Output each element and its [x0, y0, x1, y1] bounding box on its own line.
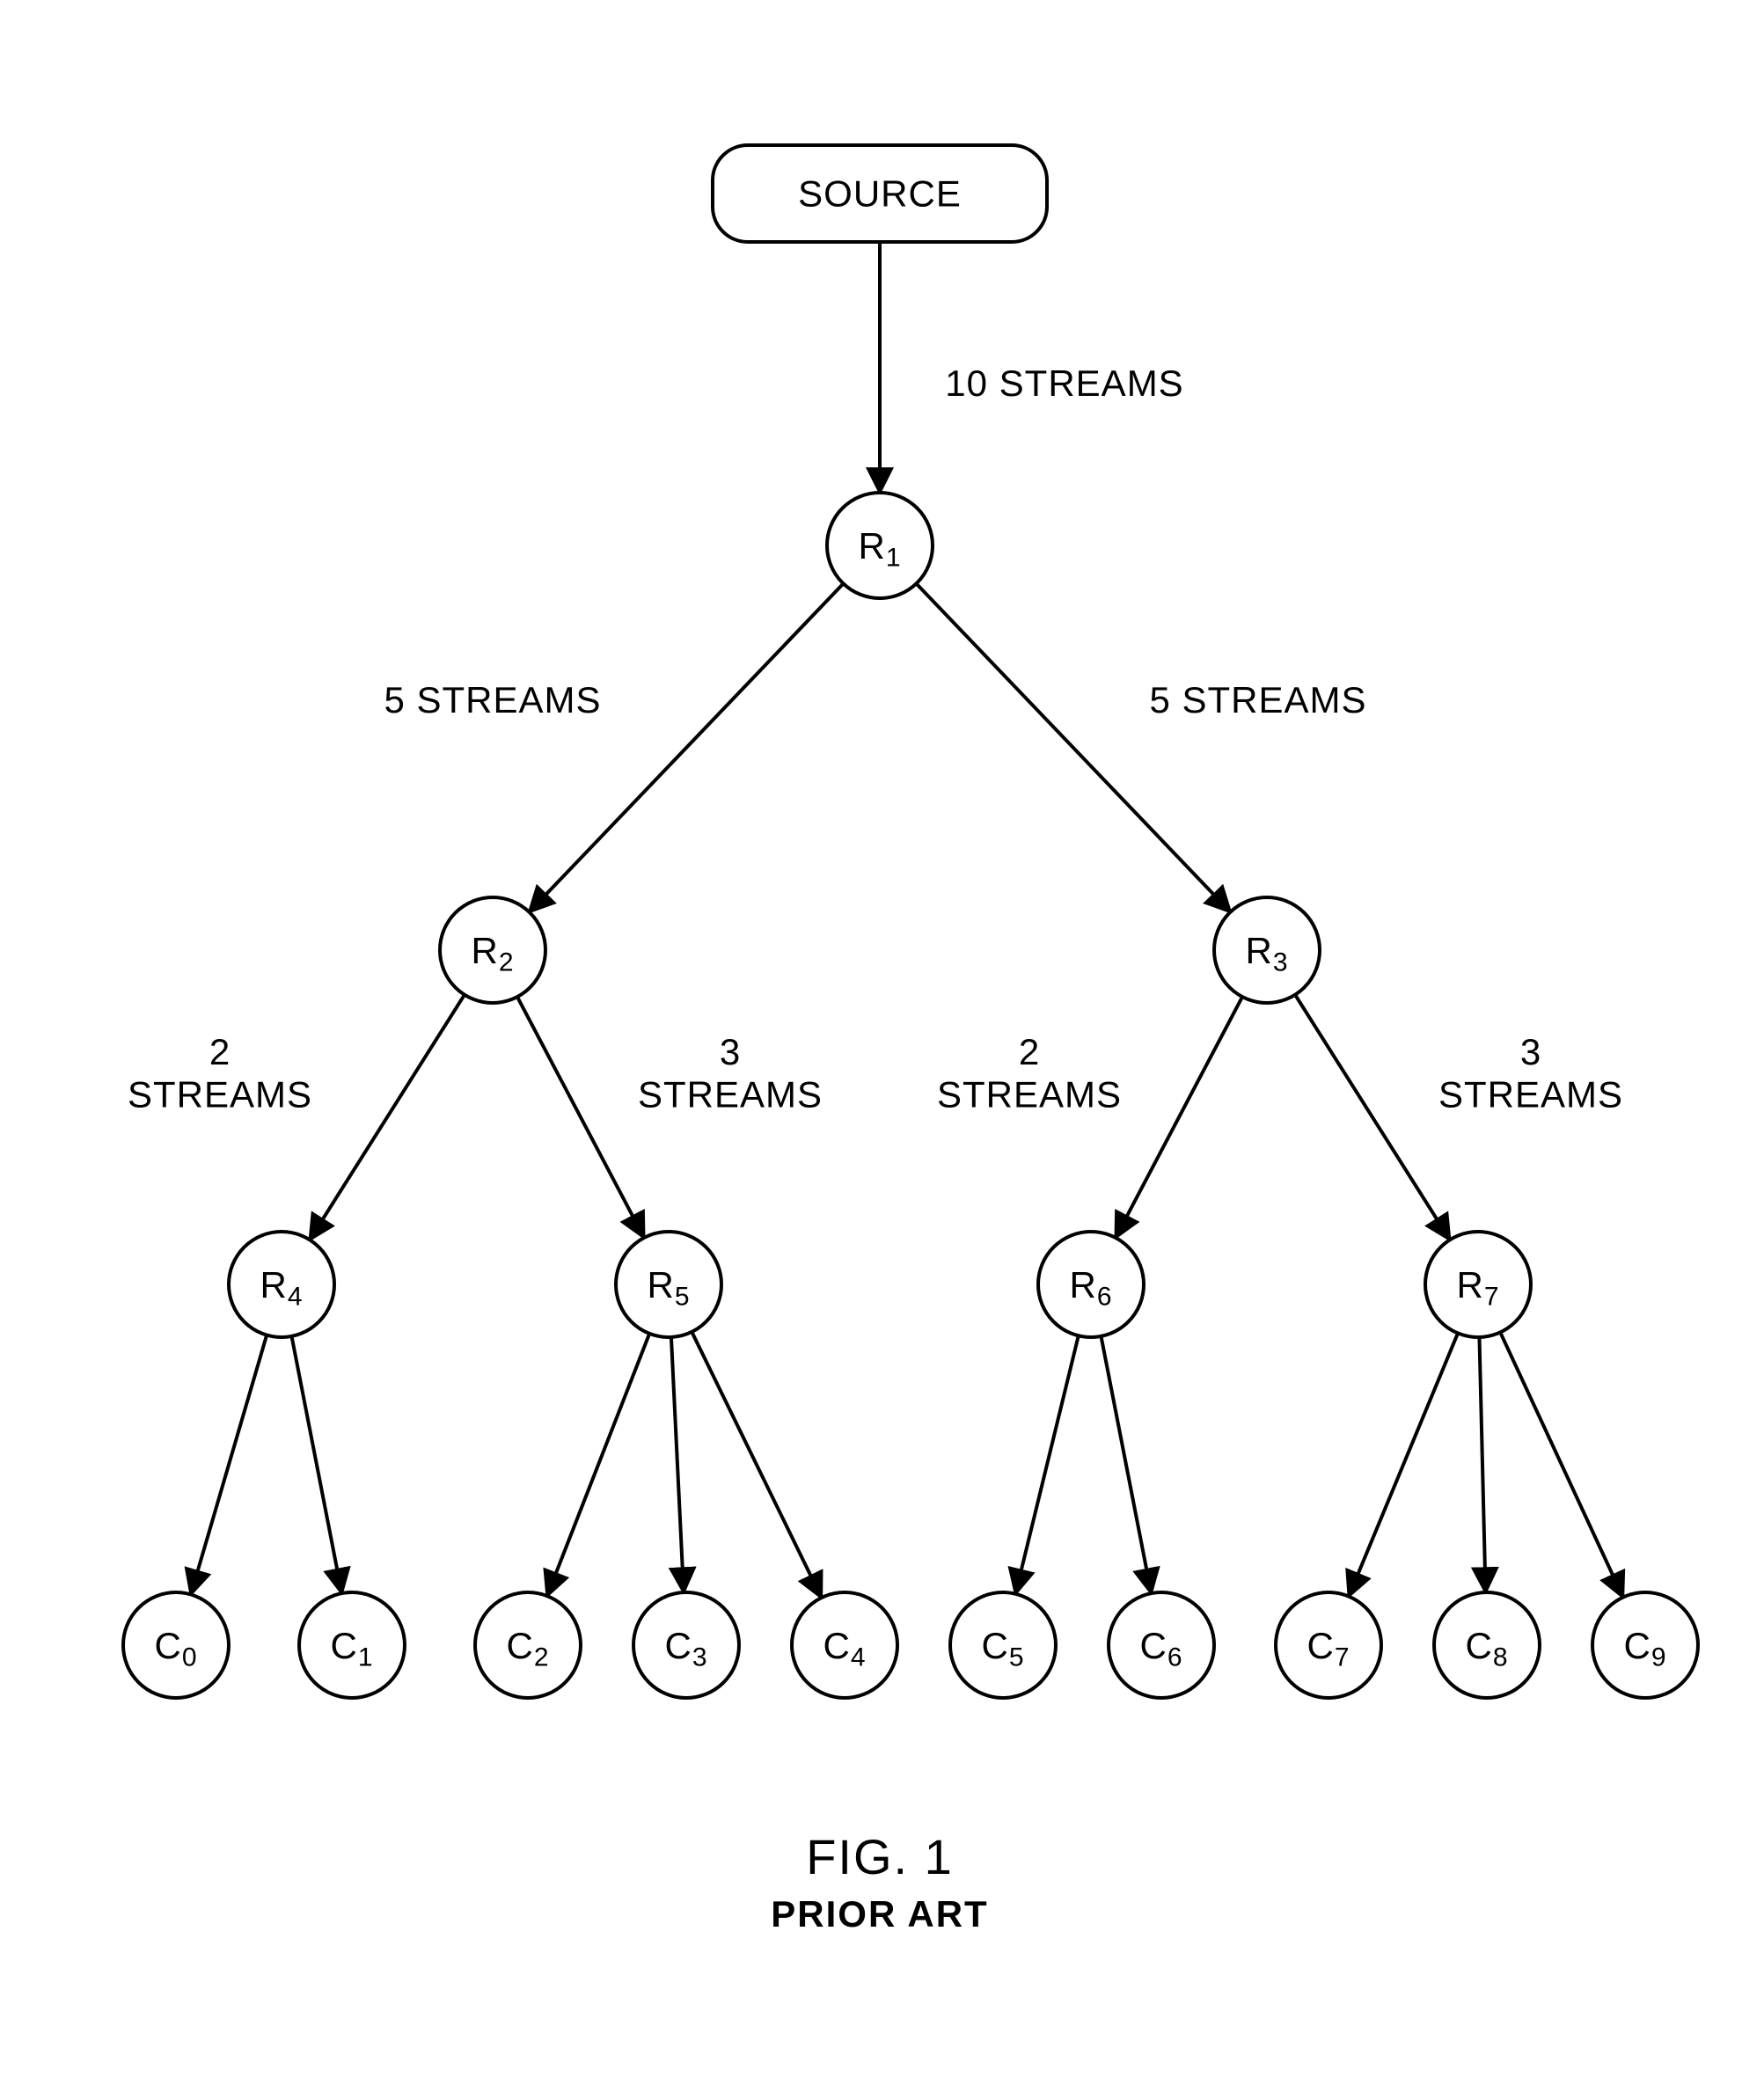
node-r4: R4 — [229, 1232, 334, 1337]
edge-r7-c8 — [1479, 1337, 1485, 1592]
edge-r3-r6 — [1116, 997, 1242, 1238]
edge-label: 5 STREAMS — [384, 679, 601, 721]
edge-r2-r4 — [310, 995, 465, 1240]
node-r7: R7 — [1425, 1232, 1531, 1337]
node-r1: R1 — [827, 493, 933, 598]
edge-r6-c5 — [1015, 1335, 1079, 1593]
node-source-label: SOURCE — [798, 173, 962, 215]
edge-r5-c2 — [547, 1334, 649, 1596]
node-r6: R6 — [1038, 1232, 1144, 1337]
edge-r4-c1 — [291, 1336, 341, 1593]
edge-label: 3STREAMS — [1438, 1031, 1623, 1115]
node-c8: C8 — [1434, 1592, 1540, 1698]
node-c4: C4 — [792, 1592, 897, 1698]
edge-r6-c6 — [1101, 1336, 1151, 1593]
node-c2: C2 — [475, 1592, 581, 1698]
node-source: SOURCE — [713, 145, 1047, 242]
node-c1: C1 — [299, 1592, 405, 1698]
figure-caption-main: FIG. 1 — [806, 1829, 954, 1884]
labels-layer: 10 STREAMS 5 STREAMS 5 STREAMS 2STREAMS 3STR… — [128, 362, 1623, 1115]
node-r5: R5 — [616, 1232, 721, 1337]
node-c0: C0 — [123, 1592, 229, 1698]
edge-r1-r3 — [916, 583, 1230, 911]
edge-label: 5 STREAMS — [1149, 679, 1366, 721]
figure-caption-sub: PRIOR ART — [771, 1893, 988, 1935]
edge-label: 2STREAMS — [128, 1031, 312, 1115]
edge-r5-c4 — [692, 1332, 821, 1598]
edge-r7-c7 — [1349, 1333, 1458, 1596]
edge-r7-c9 — [1500, 1332, 1623, 1597]
edge-r5-c3 — [671, 1337, 684, 1592]
edge-r3-r7 — [1295, 995, 1450, 1240]
edge-label: 10 STREAMS — [945, 362, 1183, 404]
node-c9: C9 — [1592, 1592, 1698, 1698]
edge-label: 3STREAMS — [638, 1031, 823, 1115]
edge-label: 2STREAMS — [937, 1031, 1122, 1115]
node-c7: C7 — [1276, 1592, 1381, 1698]
node-c5: C5 — [950, 1592, 1056, 1698]
nodes-layer: SOURCE R1 R2 R3 R4 R5 R6 R7 C0 C1 C2 C3 C4 C5 C6 C7 C8 C9 — [123, 145, 1698, 1698]
node-r3: R3 — [1214, 897, 1320, 1003]
edge-r1-r2 — [529, 583, 843, 911]
edge-r4-c0 — [191, 1335, 267, 1595]
caption-layer: FIG. 1 PRIOR ART — [771, 1829, 988, 1935]
node-r2: R2 — [440, 897, 545, 1003]
tree-diagram: SOURCE R1 R2 R3 R4 R5 R6 R7 C0 C1 C2 C3 C4 C5 C6 C7 C8 C9… — [0, 0, 1764, 2085]
edge-r2-r5 — [517, 997, 644, 1238]
edges-layer — [191, 242, 1623, 1598]
node-c6: C6 — [1109, 1592, 1214, 1698]
node-c3: C3 — [633, 1592, 739, 1698]
